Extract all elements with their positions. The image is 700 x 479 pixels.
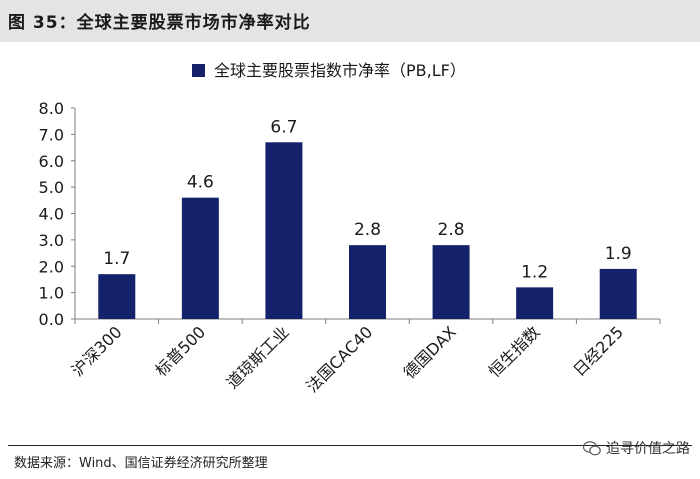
y-tick-label: 1.0	[39, 284, 64, 303]
x-tick-labels: 沪深300 标普500 道琼斯工业 法国CAC40 德国DAX 恒生指数 日经225	[68, 322, 627, 396]
y-tick-label: 7.0	[39, 125, 64, 144]
data-label: 1.2	[521, 262, 548, 282]
bar	[432, 245, 470, 319]
y-tick-label: 3.0	[39, 231, 64, 250]
data-label: 2.8	[354, 220, 381, 240]
y-tick-labels: 8.0 7.0 6.0 5.0 4.0 3.0 2.0 1.0 0.0	[39, 99, 64, 329]
wechat-icon	[583, 440, 601, 455]
bar	[599, 268, 637, 319]
bar	[98, 274, 136, 319]
y-tick-label: 6.0	[39, 152, 64, 171]
data-labels: 1.7 4.6 6.7 2.8 2.8 1.2 1.9	[103, 117, 631, 282]
bar	[349, 245, 386, 319]
y-tick-label: 2.0	[39, 257, 64, 276]
bars	[98, 142, 637, 319]
bar	[181, 197, 219, 319]
footer-divider	[8, 445, 692, 446]
legend-label: 全球主要股票指数市净率（PB,LF）	[214, 61, 466, 80]
x-tick-label: 德国DAX	[400, 322, 460, 382]
data-label: 4.6	[187, 173, 214, 193]
x-tick-label: 恒生指数	[485, 322, 544, 381]
watermark-text: 追寻价值之路	[606, 441, 690, 457]
data-label: 1.7	[103, 249, 130, 269]
y-tick-label: 8.0	[39, 99, 64, 118]
x-tick-label: 标普500	[152, 322, 210, 380]
legend: 全球主要股票指数市净率（PB,LF）	[192, 61, 466, 80]
data-label: 6.7	[270, 117, 297, 137]
x-tick-label: 沪深300	[68, 322, 126, 380]
data-label: 1.9	[605, 244, 632, 264]
y-tick-label: 4.0	[39, 205, 64, 224]
x-tick-label: 日经225	[569, 322, 627, 380]
source-note: 数据来源：Wind、国信证券经济研究所整理	[14, 456, 268, 471]
x-tick-label: 道琼斯工业	[223, 322, 293, 392]
y-tick-label: 5.0	[39, 178, 64, 197]
bar	[265, 142, 303, 319]
legend-swatch	[192, 64, 205, 77]
data-label: 2.8	[438, 220, 465, 240]
figure-title: 图 35：全球主要股票市场市净率对比	[8, 13, 311, 33]
x-tick-label: 法国CAC40	[303, 322, 377, 396]
watermark: 追寻价值之路	[583, 438, 690, 458]
bar-chart: 全球主要股票指数市净率（PB,LF） 1.7 4.6 6.7 2.8 2.8 1.2 1.9…	[39, 61, 661, 396]
y-tick-label: 0.0	[39, 310, 64, 329]
bar	[516, 287, 554, 319]
figure-title-band: 图 35：全球主要股票市场市净率对比	[0, 0, 700, 42]
